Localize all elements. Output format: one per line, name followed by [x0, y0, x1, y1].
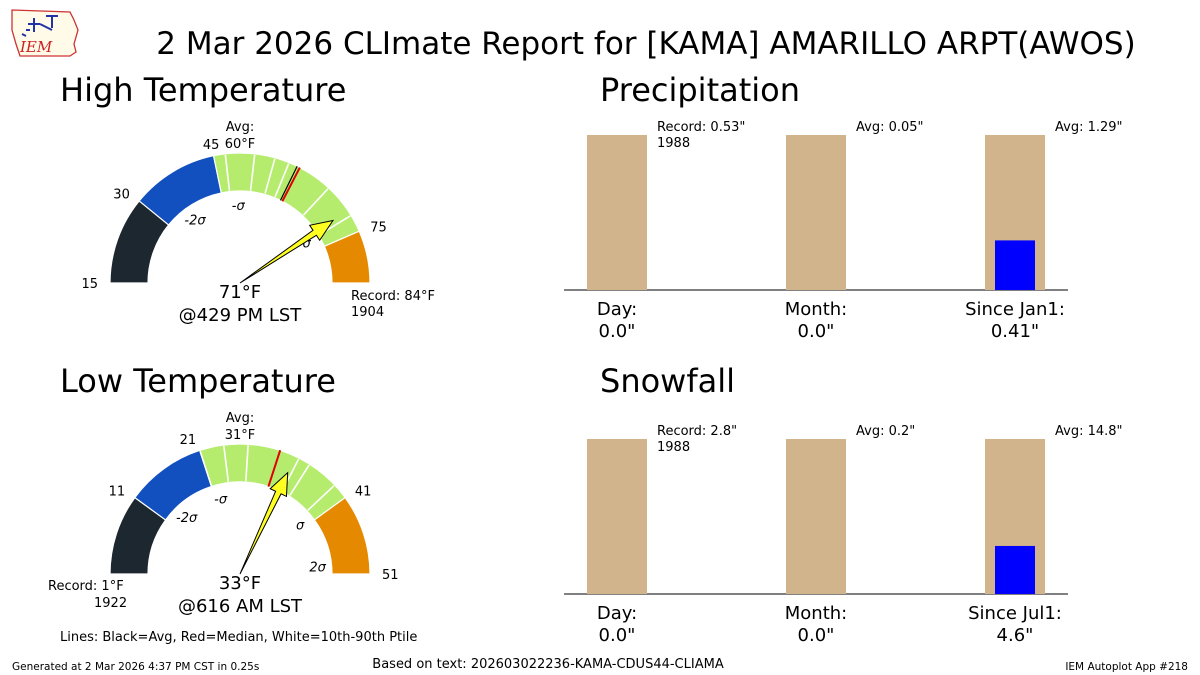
high-temp-segment-3	[323, 230, 371, 284]
high-temp-percentile-line-0	[224, 154, 231, 191]
snowfall-annotation-0: Record: 2.8"	[657, 424, 737, 439]
low-temp-tick-label-1: 21	[180, 433, 197, 448]
snowfall-annotation-1: Avg: 0.2"	[856, 424, 915, 439]
source-note: Based on text: 202603022236-KAMA-CDUS44-…	[372, 657, 724, 672]
low-temp-record-year: 1922	[94, 596, 127, 611]
high-temp-record-year: 1904	[351, 305, 384, 320]
precipitation-title: Precipitation	[600, 71, 800, 109]
low-temp-avg-value: 31°F	[225, 428, 256, 443]
snowfall-avg-bar-1	[786, 439, 846, 594]
high-temp-record: Record: 84°F	[351, 289, 435, 304]
high-temp-sigma-label-1: -σ	[232, 199, 246, 214]
snowfall-value-2: 4.6"	[997, 625, 1034, 646]
snowfall-avg-bar-0	[587, 439, 647, 594]
high-temp-percentile-line-1	[249, 154, 256, 191]
low-temp-tick-label-2: 41	[355, 485, 372, 500]
iowa-outline-shape	[11, 9, 79, 57]
precipitation-value-0: 0.0"	[599, 321, 636, 342]
snowfall-annotation-2: Avg: 14.8"	[1055, 424, 1123, 439]
low-temp-percentile-line-0	[199, 451, 213, 486]
low-temperature-gauge: Low Temperature Avg: 31°F 11 21 41 51 -2σ -σ σ 2σ…	[48, 362, 399, 617]
low-temp-sigma-label-3: 2σ	[309, 561, 326, 576]
high-temp-tick-label-2: 45	[203, 138, 220, 153]
high-temp-median-line	[281, 167, 301, 202]
low-temp-segment-3	[313, 496, 371, 575]
precipitation-chart: Precipitation Record: 0.53"1988Day:0.0"A…	[564, 71, 1123, 342]
precipitation-category-2: Since Jan1:	[965, 299, 1065, 320]
precipitation-avg-bar-0	[587, 135, 647, 290]
high-temp-percentile-line-2	[264, 158, 276, 194]
precipitation-annotation-1: Avg: 0.05"	[856, 120, 924, 135]
precipitation-category-0: Day:	[597, 299, 637, 320]
app-note: IEM Autoplot App #218	[1065, 661, 1188, 673]
low-temp-observed: 33°F	[219, 573, 261, 594]
low-temp-median-line	[267, 450, 282, 487]
precipitation-category-1: Month:	[785, 299, 847, 320]
high-temp-tick-label-1: 30	[113, 187, 130, 202]
low-temp-avg-label: Avg:	[226, 411, 254, 426]
low-temp-time: @616 AM LST	[178, 596, 303, 617]
snowfall-title: Snowfall	[600, 362, 735, 400]
low-temp-record: Record: 1°F	[48, 579, 124, 594]
low-temp-tick-label-3: 51	[382, 568, 399, 583]
low-temp-percentile-line-4	[289, 464, 310, 496]
low-temp-percentile-line-1	[223, 445, 230, 482]
precipitation-value-1: 0.0"	[798, 321, 835, 342]
iem-logo: IEM	[11, 9, 79, 57]
high-temperature-gauge: High Temperature Avg:60°F15304575-2σ-σσ …	[60, 71, 435, 326]
low-temp-sigma-label-1: -σ	[214, 492, 228, 507]
high-temp-tick-label-0: 15	[81, 277, 98, 292]
low-temp-percentile-line-5	[307, 485, 335, 511]
high-temp-sigma-label-0: -2σ	[184, 213, 206, 228]
low-temp-sigma-label-2: σ	[296, 518, 305, 533]
high-temp-title: High Temperature	[60, 71, 346, 109]
snowfall-value-1: 0.0"	[798, 625, 835, 646]
high-temp-average-line	[279, 165, 298, 201]
snowfall-category-2: Since Jul1:	[968, 603, 1062, 624]
snowfall-category-0: Day:	[597, 603, 637, 624]
low-temp-tick-label-0: 11	[109, 485, 126, 500]
high-temp-sigma-label-2: σ	[303, 236, 312, 251]
precipitation-value-2: 0.41"	[991, 321, 1039, 342]
high-temp-needle	[239, 219, 335, 284]
precipitation-annotation-2: Avg: 1.29"	[1055, 120, 1123, 135]
precipitation-observed-bar-2	[995, 240, 1035, 290]
high-temp-avg-value: 60°F	[225, 137, 256, 152]
high-temp-observed: 71°F	[219, 282, 261, 303]
low-temp-title: Low Temperature	[60, 362, 336, 400]
high-temp-percentile-line-3	[274, 163, 290, 198]
high-temp-time: @429 PM LST	[179, 305, 303, 326]
generated-note: Generated at 2 Mar 2026 4:37 PM CST in 0…	[12, 661, 259, 673]
precipitation-annotation-0: Record: 0.53"	[657, 120, 745, 135]
snowfall-value-0: 0.0"	[599, 625, 636, 646]
logo-text: IEM	[19, 38, 53, 56]
high-temp-tick-label-3: 75	[370, 220, 387, 235]
weather-station-icon	[21, 15, 58, 37]
low-temp-sigma-label-0: -2σ	[176, 511, 198, 526]
low-temp-needle	[239, 471, 289, 575]
page-title: 2 Mar 2026 CLImate Report for [KAMA] AMA…	[156, 26, 1135, 62]
precipitation-annotation-sub-0: 1988	[657, 136, 690, 151]
legend-note: Lines: Black=Avg, Red=Median, White=10th…	[60, 630, 417, 645]
low-temp-percentile-line-2	[245, 445, 249, 482]
snowfall-category-1: Month:	[785, 603, 847, 624]
high-temp-avg-label: Avg:	[226, 120, 254, 135]
snowfall-annotation-sub-0: 1988	[657, 440, 690, 455]
snowfall-observed-bar-2	[995, 545, 1035, 594]
high-temp-percentile-line-4	[302, 188, 329, 216]
precipitation-avg-bar-1	[786, 135, 846, 290]
